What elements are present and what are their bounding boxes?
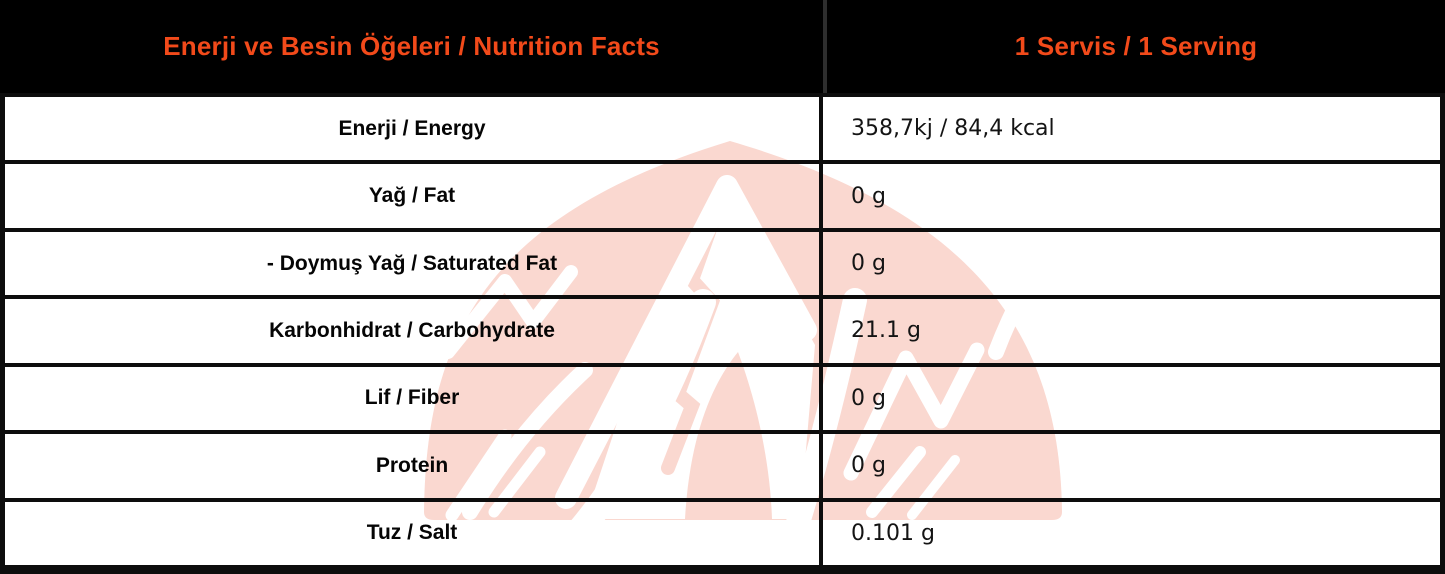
nutrient-value-salt: 0.101 g xyxy=(851,520,935,546)
header-serving-size: 1 Servis / 1 Serving xyxy=(1014,31,1258,61)
table-row: Enerji / Energy 358,7kj / 84,4 kcal xyxy=(5,97,1440,165)
table-row: - Doymuş Yağ / Saturated Fat 0 g xyxy=(5,231,1440,300)
nutrition-table: Enerji / Energy 358,7kj / 84,4 kcal Yağ … xyxy=(0,93,1445,574)
nutrient-label-carbohydrate: Karbonhidrat / Carbohydrate xyxy=(5,299,823,363)
header-column-divider xyxy=(823,0,827,93)
nutrient-label-fat: Yağ / Fat xyxy=(5,164,823,228)
nutrient-label-protein: Protein xyxy=(5,434,823,498)
nutrient-label-salt: Tuz / Salt xyxy=(5,501,823,565)
nutrient-value-carbohydrate: 21.1 g xyxy=(851,318,921,344)
table-row: Tuz / Salt 0.101 g xyxy=(5,501,1440,565)
table-row: Karbonhidrat / Carbohydrate 21.1 g xyxy=(5,299,1440,367)
nutrient-value-fiber: 0 g xyxy=(851,385,886,411)
nutrient-value-protein: 0 g xyxy=(851,453,886,479)
nutrient-label-saturated-fat: - Doymuş Yağ / Saturated Fat xyxy=(5,231,823,296)
nutrient-value-energy: 358,7kj / 84,4 kcal xyxy=(851,116,1055,142)
nutrient-value-fat: 0 g xyxy=(851,183,886,209)
nutrient-value-saturated-fat: 0 g xyxy=(851,251,886,277)
nutrient-label-energy: Enerji / Energy xyxy=(5,97,823,161)
table-row: Yağ / Fat 0 g xyxy=(5,164,1440,232)
header-title-nutrition-facts: Enerji ve Besin Öğeleri / Nutrition Fact… xyxy=(163,31,660,61)
nutrient-label-fiber: Lif / Fiber xyxy=(5,366,823,431)
table-header: Enerji ve Besin Öğeleri / Nutrition Fact… xyxy=(0,0,1445,93)
table-row: Lif / Fiber 0 g xyxy=(5,366,1440,435)
table-row: Protein 0 g xyxy=(5,434,1440,502)
